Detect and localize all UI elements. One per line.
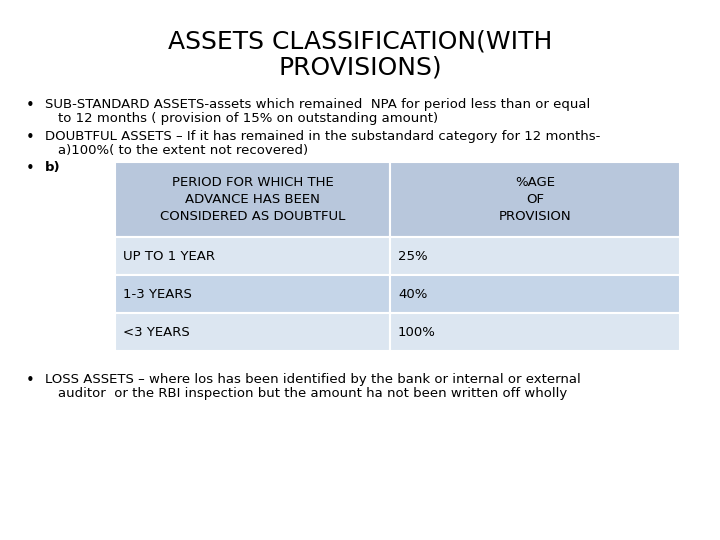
FancyBboxPatch shape [390, 162, 680, 237]
Text: <3 YEARS: <3 YEARS [123, 326, 190, 339]
Text: LOSS ASSETS – where los has been identified by the bank or internal or external: LOSS ASSETS – where los has been identif… [45, 373, 581, 386]
FancyBboxPatch shape [115, 162, 390, 237]
Text: UP TO 1 YEAR: UP TO 1 YEAR [123, 249, 215, 262]
Text: SUB-STANDARD ASSETS-assets which remained  NPA for period less than or equal: SUB-STANDARD ASSETS-assets which remaine… [45, 98, 590, 111]
Text: 40%: 40% [398, 287, 428, 300]
Text: auditor  or the RBI inspection but the amount ha not been written off wholly: auditor or the RBI inspection but the am… [58, 387, 567, 400]
Text: ASSETS CLASSIFICATION(WITH: ASSETS CLASSIFICATION(WITH [168, 30, 552, 54]
Text: PERIOD FOR WHICH THE
ADVANCE HAS BEEN
CONSIDERED AS DOUBTFUL: PERIOD FOR WHICH THE ADVANCE HAS BEEN CO… [160, 176, 345, 223]
Text: •: • [26, 130, 35, 145]
Text: b): b) [45, 161, 60, 174]
Text: •: • [26, 161, 35, 176]
Text: •: • [26, 98, 35, 113]
FancyBboxPatch shape [115, 313, 390, 351]
Text: DOUBTFUL ASSETS – If it has remained in the substandard category for 12 months-: DOUBTFUL ASSETS – If it has remained in … [45, 130, 600, 143]
FancyBboxPatch shape [115, 275, 390, 313]
Text: to 12 months ( provision of 15% on outstanding amount): to 12 months ( provision of 15% on outst… [58, 112, 438, 125]
Text: 1-3 YEARS: 1-3 YEARS [123, 287, 192, 300]
Text: •: • [26, 373, 35, 388]
Text: 100%: 100% [398, 326, 436, 339]
Text: a)100%( to the extent not recovered): a)100%( to the extent not recovered) [58, 144, 308, 157]
FancyBboxPatch shape [390, 313, 680, 351]
FancyBboxPatch shape [115, 237, 390, 275]
FancyBboxPatch shape [390, 275, 680, 313]
Text: 25%: 25% [398, 249, 428, 262]
Text: %AGE
OF
PROVISION: %AGE OF PROVISION [499, 176, 571, 223]
FancyBboxPatch shape [390, 237, 680, 275]
Text: PROVISIONS): PROVISIONS) [278, 55, 442, 79]
